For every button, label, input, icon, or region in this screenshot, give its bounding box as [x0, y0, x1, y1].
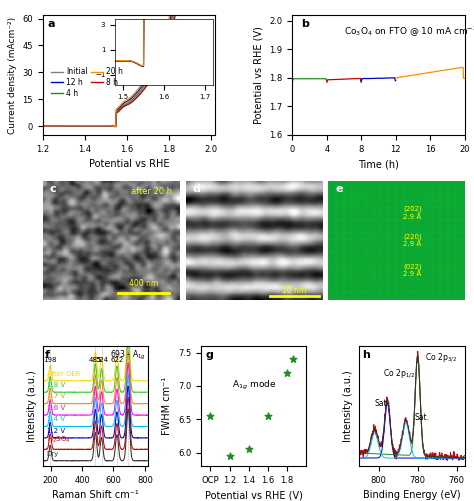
8 h	[173, 12, 179, 18]
20 h	[140, 79, 146, 85]
4 h	[208, 12, 213, 18]
Point	[226, 452, 233, 460]
8 h	[113, 124, 118, 130]
Initial	[140, 87, 146, 93]
8 h	[208, 12, 213, 18]
Text: After OER: After OER	[46, 371, 80, 377]
Y-axis label: FWHM cm⁻¹: FWHM cm⁻¹	[162, 377, 173, 435]
12 h	[113, 124, 118, 130]
20 h	[208, 12, 213, 18]
8 h	[143, 84, 149, 90]
20 h	[182, 12, 188, 18]
12 h	[40, 123, 46, 129]
20 h	[193, 12, 199, 18]
8 h	[140, 88, 146, 94]
Text: 524: 524	[95, 357, 108, 363]
Text: Sat.: Sat.	[375, 399, 390, 408]
Text: e: e	[335, 184, 343, 194]
Text: 1.6 V: 1.6 V	[46, 405, 65, 411]
4 h	[140, 84, 146, 90]
4 h	[182, 12, 188, 18]
8 h	[140, 88, 146, 94]
X-axis label: Time (h): Time (h)	[358, 159, 399, 169]
Text: Sat.: Sat.	[415, 413, 430, 422]
Text: after 20 h: after 20 h	[131, 186, 172, 195]
8 h	[40, 123, 46, 129]
4 h	[143, 80, 149, 86]
Initial	[172, 12, 178, 18]
12 h	[140, 81, 146, 87]
4 h	[40, 123, 46, 129]
X-axis label: Potential vs RHE (V): Potential vs RHE (V)	[205, 490, 302, 500]
20 h	[40, 123, 46, 129]
Point	[283, 369, 291, 377]
Text: (220)
2.9 Å: (220) 2.9 Å	[403, 233, 422, 247]
4 h	[140, 85, 146, 91]
12 h	[168, 12, 174, 18]
Text: g: g	[205, 350, 213, 360]
Text: 622: 622	[110, 357, 124, 363]
Text: 400 nm: 400 nm	[129, 279, 158, 288]
Y-axis label: Intensity (a.u.): Intensity (a.u.)	[27, 370, 37, 442]
8 h	[182, 12, 188, 18]
Initial	[140, 88, 146, 94]
8 h	[193, 12, 199, 18]
Text: c: c	[49, 184, 56, 194]
Text: 1.7 V: 1.7 V	[46, 393, 65, 399]
Point	[264, 412, 272, 420]
4 h	[170, 12, 176, 18]
12 h	[182, 12, 188, 18]
Text: 693 - A$_{1g}$: 693 - A$_{1g}$	[110, 349, 146, 362]
12 h	[40, 123, 46, 129]
20 h	[113, 124, 118, 130]
Initial	[193, 12, 199, 18]
Text: (022)
2.9 Å: (022) 2.9 Å	[403, 263, 422, 278]
X-axis label: Binding Energy (eV): Binding Energy (eV)	[363, 490, 461, 500]
20 h	[167, 12, 173, 18]
4 h	[193, 12, 199, 18]
4 h	[113, 124, 118, 130]
X-axis label: Raman Shift cm⁻¹: Raman Shift cm⁻¹	[52, 490, 139, 500]
8 h	[40, 123, 46, 129]
Line: 4 h: 4 h	[43, 15, 210, 127]
Initial	[182, 12, 188, 18]
Text: 198: 198	[44, 357, 57, 363]
12 h	[140, 82, 146, 88]
Line: 20 h: 20 h	[43, 15, 210, 127]
Initial	[40, 123, 46, 129]
20 h	[143, 75, 149, 81]
Initial	[40, 123, 46, 129]
Line: 8 h: 8 h	[43, 15, 210, 127]
Point	[245, 445, 253, 453]
12 h	[193, 12, 199, 18]
Text: d: d	[192, 184, 200, 194]
Line: 12 h: 12 h	[43, 15, 210, 127]
Text: H$_2$SO$_4$: H$_2$SO$_4$	[46, 435, 70, 445]
Initial	[143, 83, 149, 89]
Text: Co 2p$_{1/2}$: Co 2p$_{1/2}$	[383, 367, 415, 380]
Text: Co 2p$_{3/2}$: Co 2p$_{3/2}$	[425, 352, 457, 364]
Text: (202)
2.9 Å: (202) 2.9 Å	[403, 205, 422, 220]
Y-axis label: Current density (mAcm⁻²): Current density (mAcm⁻²)	[8, 17, 17, 134]
Legend: Initial, 12 h, 4 h, 20 h, 8 h: Initial, 12 h, 4 h, 20 h, 8 h	[48, 65, 126, 101]
Point	[207, 412, 214, 420]
Text: Dry: Dry	[46, 450, 59, 456]
12 h	[143, 77, 149, 83]
Line: Initial: Initial	[43, 15, 210, 127]
4 h	[40, 123, 46, 129]
Text: 1.8 V: 1.8 V	[46, 382, 65, 388]
Text: h: h	[362, 350, 370, 360]
X-axis label: Potential vs RHE: Potential vs RHE	[89, 159, 169, 169]
20 h	[40, 123, 46, 129]
Point	[289, 355, 297, 363]
Text: A$_{1g}$ mode: A$_{1g}$ mode	[232, 379, 277, 392]
Text: 485: 485	[89, 357, 102, 363]
Text: 1.4 V: 1.4 V	[46, 416, 65, 422]
Initial	[113, 124, 118, 130]
12 h	[208, 12, 213, 18]
Text: Co$_3$O$_4$ on FTO @ 10 mA cm$^{-2}$: Co$_3$O$_4$ on FTO @ 10 mA cm$^{-2}$	[344, 25, 474, 39]
Y-axis label: Intensity (a.u.): Intensity (a.u.)	[344, 370, 354, 442]
Text: 1.2 V: 1.2 V	[46, 428, 65, 434]
Text: a: a	[48, 19, 55, 29]
Initial	[208, 12, 213, 18]
